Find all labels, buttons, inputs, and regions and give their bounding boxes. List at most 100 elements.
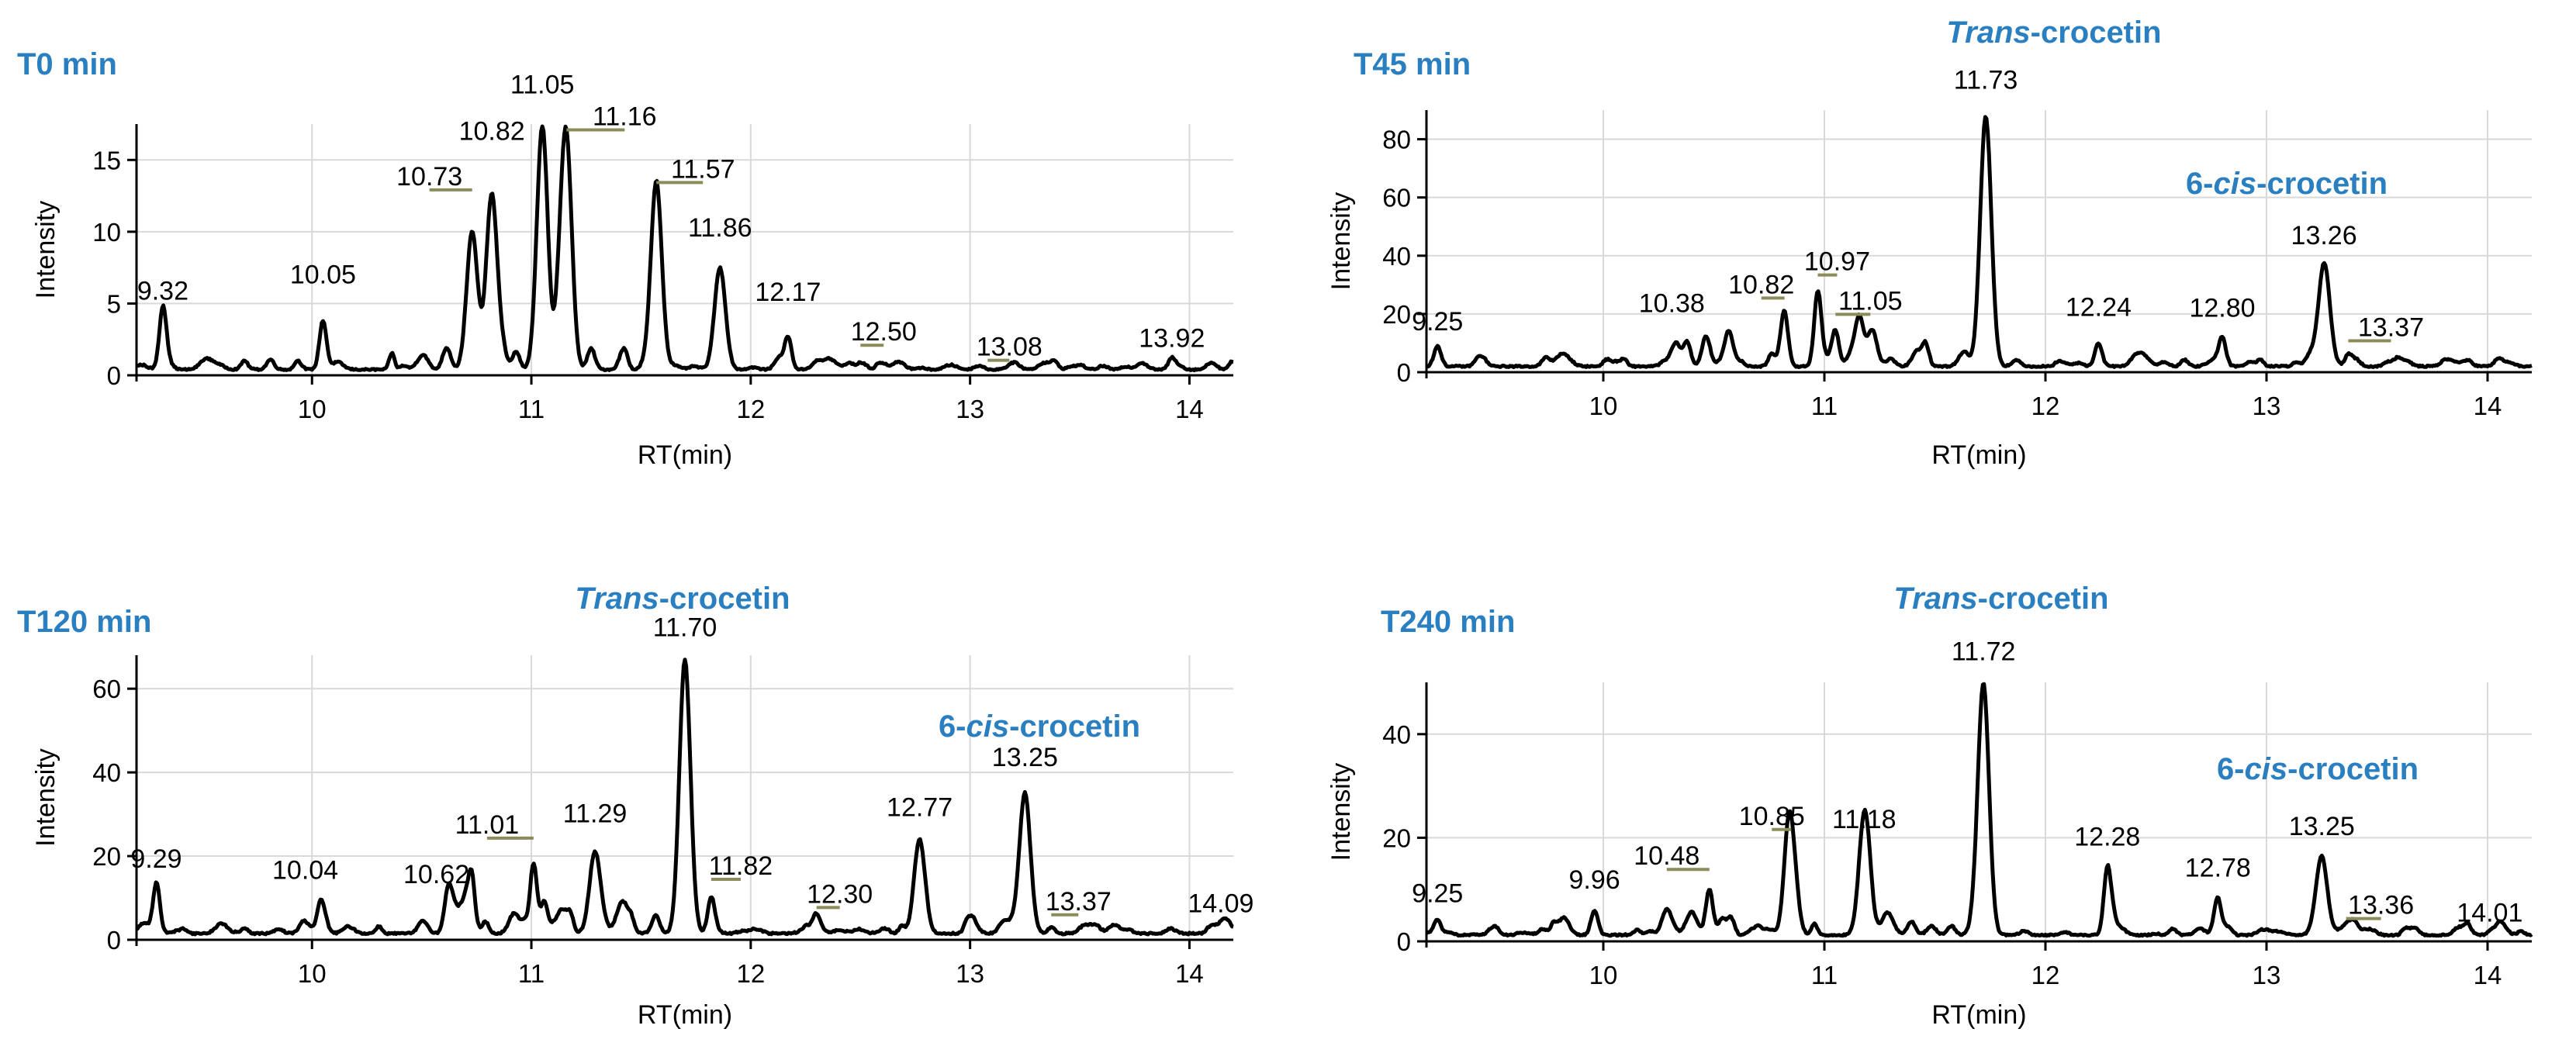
- peak-label: 10.85: [1739, 802, 1805, 831]
- peak-label: 9.29: [130, 844, 182, 874]
- y-tick-label: 0: [1397, 927, 1411, 956]
- y-axis-title: Intensity: [1326, 763, 1356, 861]
- peak-label: 11.70: [653, 613, 717, 642]
- panel-title: T120 min: [17, 605, 151, 639]
- chromatogram-trace: [1425, 115, 2533, 369]
- chromatogram-trace: [1425, 682, 2533, 938]
- y-axis-title: Intensity: [31, 748, 61, 847]
- y-tick-label: 20: [1382, 300, 1411, 329]
- x-tick-label: 14: [1175, 395, 1204, 423]
- peak-label: 13.25: [2289, 812, 2355, 841]
- peak-label: 14.09: [1188, 889, 1253, 919]
- x-tick-label: 10: [1589, 392, 1618, 420]
- peak-label: 12.28: [2074, 822, 2140, 851]
- cis-crocetin-label: 6-cis-crocetin: [2186, 167, 2388, 201]
- peak-label: 10.82: [459, 117, 525, 147]
- trans-crocetin-label: Trans-crocetin: [1893, 582, 2108, 616]
- peak-label: 11.73: [1954, 66, 2018, 95]
- peak-label: 11.82: [709, 851, 773, 881]
- x-tick-label: 12: [736, 395, 765, 423]
- y-tick-label: 0: [107, 926, 121, 955]
- x-axis-title: RT(min): [638, 1000, 732, 1030]
- peak-label: 12.80: [2189, 294, 2255, 323]
- peak-label: 11.57: [671, 154, 735, 184]
- chromatogram-trace: [135, 658, 1234, 937]
- peak-label: 13.37: [2358, 312, 2424, 342]
- y-tick-label: 10: [92, 218, 121, 247]
- peak-label: 11.72: [1952, 637, 2016, 667]
- trans-crocetin-label: Trans-crocetin: [1946, 16, 2161, 50]
- cis-crocetin-label: 6-cis-crocetin: [939, 709, 1140, 744]
- x-tick-label: 10: [298, 395, 327, 423]
- peak-label: 13.37: [1046, 887, 1112, 917]
- peak-label: 13.26: [2291, 221, 2357, 250]
- peak-label: 12.24: [2066, 292, 2132, 322]
- y-axis-title: Intensity: [31, 201, 61, 299]
- peak-label: 12.17: [755, 278, 821, 307]
- peak-label: 10.97: [1804, 247, 1870, 277]
- chart-panel-1: 10 11 12 13 14 0 5 10 15 RT(min) Intensity T0 min 9.…: [17, 47, 1234, 470]
- peak-label: 10.38: [1639, 288, 1705, 318]
- peak-label: 10.04: [272, 855, 338, 885]
- peak-label: 12.77: [887, 792, 953, 822]
- y-tick-label: 60: [1382, 184, 1411, 212]
- y-tick-label: 40: [1382, 720, 1411, 749]
- peak-label: 13.92: [1139, 323, 1205, 353]
- x-tick-label: 12: [2031, 961, 2060, 989]
- x-axis-title: RT(min): [638, 440, 732, 470]
- peak-label: 11.29: [563, 799, 628, 829]
- y-tick-label: 60: [92, 675, 121, 703]
- y-axis-title: Intensity: [1326, 192, 1356, 291]
- y-tick-label: 80: [1382, 126, 1411, 154]
- y-tick-label: 20: [92, 842, 121, 871]
- peak-label: 13.25: [992, 743, 1058, 772]
- peak-label: 11.05: [1838, 286, 1903, 316]
- panel-title: T0 min: [17, 47, 117, 81]
- chart-panel-4: 10 11 12 13 14 0 20 40 RT(min) Intensity T240 min T…: [1326, 582, 2533, 1030]
- peak-label: 11.01: [455, 810, 520, 840]
- cis-crocetin-label: 6-cis-crocetin: [2217, 752, 2419, 786]
- x-tick-label: 12: [736, 959, 765, 988]
- trans-crocetin-label: Trans-crocetin: [575, 582, 790, 616]
- peak-label: 11.18: [1832, 805, 1897, 834]
- x-tick-label: 13: [956, 959, 984, 988]
- peak-label: 12.78: [2185, 854, 2251, 883]
- peak-label: 10.82: [1728, 270, 1794, 299]
- peak-label: 9.96: [1569, 865, 1620, 895]
- x-tick-label: 11: [518, 395, 545, 423]
- x-tick-label: 10: [298, 959, 327, 988]
- peak-label: 10.62: [403, 860, 469, 889]
- y-tick-label: 5: [107, 289, 121, 318]
- y-tick-label: 0: [107, 361, 121, 390]
- peak-label: 11.16: [593, 102, 657, 131]
- y-tick-label: 20: [1382, 823, 1411, 852]
- chart-panel-3: 10 11 12 13 14 0 20 40 60 RT(min) Intensity T120 mi…: [17, 582, 1253, 1030]
- x-tick-label: 14: [2474, 961, 2502, 989]
- x-tick-label: 14: [1175, 959, 1204, 988]
- peak-label: 14.01: [2457, 899, 2522, 928]
- x-axis-title: RT(min): [1931, 440, 2026, 470]
- x-tick-label: 11: [518, 959, 545, 988]
- peak-label: 10.73: [396, 162, 462, 192]
- x-axis-title: RT(min): [1931, 1000, 2026, 1030]
- y-tick-label: 40: [92, 758, 121, 787]
- x-tick-label: 10: [1589, 961, 1618, 989]
- x-tick-label: 13: [956, 395, 984, 423]
- peak-label: 13.08: [977, 333, 1043, 362]
- peak-label: 12.30: [807, 879, 873, 909]
- peak-label: 10.05: [290, 261, 356, 290]
- peak-label: 12.50: [851, 317, 917, 347]
- y-tick-label: 0: [1397, 358, 1411, 387]
- x-tick-label: 12: [2031, 392, 2060, 420]
- y-tick-label: 15: [92, 146, 121, 174]
- peak-label: 13.36: [2348, 891, 2414, 920]
- peak-label: 11.86: [688, 213, 752, 243]
- x-tick-label: 13: [2253, 392, 2281, 420]
- y-tick-label: 40: [1382, 242, 1411, 271]
- x-tick-label: 14: [2474, 392, 2502, 420]
- x-tick-label: 11: [1811, 392, 1838, 420]
- chromatogram-trace: [136, 124, 1234, 373]
- peak-label: 9.32: [137, 277, 188, 306]
- x-tick-label: 11: [1811, 961, 1838, 989]
